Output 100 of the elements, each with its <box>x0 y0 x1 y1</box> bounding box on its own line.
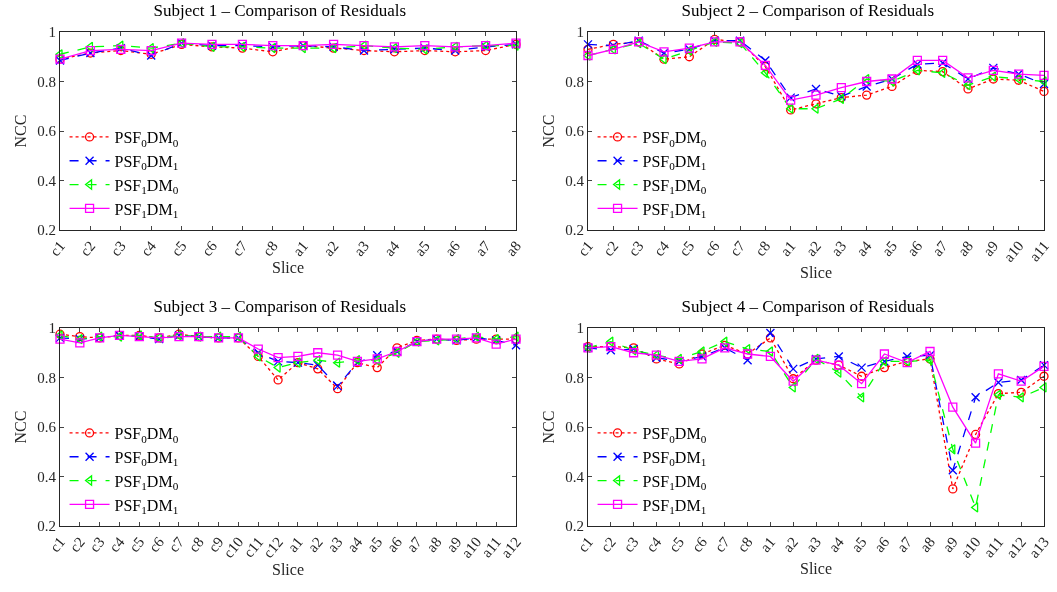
legend-label: PSF$_{0}$DM$_{0}$ <box>114 129 179 149</box>
x-tick-label: c4 <box>650 237 673 260</box>
x-tick-label: a6 <box>441 237 464 260</box>
x-tick-label: c6 <box>198 237 221 260</box>
x-axis-title: Slice <box>272 259 304 277</box>
x-tick-label: a3 <box>350 237 373 260</box>
x-tick-label: a8 <box>502 237 525 260</box>
x-tick-label: c7 <box>726 237 749 260</box>
y-tick-label: 0.2 <box>565 518 584 535</box>
y-tick-label: 0.6 <box>37 123 57 140</box>
x-tick-label: c7 <box>165 533 188 556</box>
x-tick-label: a6 <box>383 533 406 556</box>
x-tick-label: a2 <box>779 533 802 556</box>
x-tick-label: c1 <box>574 237 597 260</box>
legend-label: PSF$_{0}$DM$_{0}$ <box>642 425 707 445</box>
x-tick-label: a7 <box>472 237 494 260</box>
y-axis-title: NCC <box>12 114 30 148</box>
x-tick-label: a8 <box>954 237 977 260</box>
x-tick-label: a5 <box>848 533 870 556</box>
legend-label: PSF$_{1}$DM$_{1}$ <box>642 200 707 220</box>
x-tick-label: a4 <box>344 533 366 556</box>
legend-label: PSF$_{0}$DM$_{0}$ <box>642 129 707 149</box>
x-tick-label: c6 <box>688 533 711 556</box>
legend-label: PSF$_{0}$DM$_{1}$ <box>642 448 707 469</box>
legend-label: PSF$_{1}$DM$_{1}$ <box>114 496 179 516</box>
legend-label: PSF$_{1}$DM$_{1}$ <box>642 496 707 516</box>
y-tick-label: 1 <box>48 320 56 337</box>
x-tick-label: a6 <box>871 533 893 556</box>
legend-label: PSF$_{0}$DM$_{1}$ <box>114 152 179 173</box>
x-tick-label: c3 <box>107 237 129 260</box>
y-tick-label: 0.4 <box>37 172 57 189</box>
x-tick-label: a6 <box>904 237 926 260</box>
y-tick-label: 0.8 <box>37 369 56 386</box>
x-tick-label: a7 <box>893 533 916 556</box>
legend-label: PSF$_{1}$DM$_{0}$ <box>642 176 707 197</box>
legend-label: PSF$_{1}$DM$_{1}$ <box>114 200 179 220</box>
legend-label: PSF$_{0}$DM$_{0}$ <box>114 425 179 445</box>
x-tick-label: c5 <box>125 533 148 556</box>
x-tick-label: c2 <box>77 237 99 260</box>
x-tick-label: c2 <box>600 237 622 260</box>
x-tick-label: c2 <box>66 533 88 556</box>
x-tick-label: c3 <box>625 237 647 260</box>
x-tick-label: a9 <box>980 237 1002 260</box>
y-tick-label: 0.4 <box>565 468 585 485</box>
x-tick-label: c2 <box>597 533 619 556</box>
chart-title: Subject 1 – Comparison of Residuals <box>153 1 407 21</box>
x-tick-label: c5 <box>676 237 698 260</box>
x-tick-label: a7 <box>929 237 952 260</box>
y-tick-label: 1 <box>48 24 56 41</box>
x-tick-label: c9 <box>205 533 227 556</box>
y-tick-label: 0.2 <box>565 222 584 239</box>
x-tick-label: a2 <box>320 237 342 260</box>
y-tick-label: 0.8 <box>565 369 584 386</box>
x-tick-label: c6 <box>145 533 168 556</box>
chart-title: Subject 2 – Comparison of Residuals <box>681 1 935 21</box>
x-axis-title: Slice <box>800 559 832 577</box>
x-tick-label: c8 <box>259 237 281 260</box>
x-tick-label: c4 <box>106 533 128 556</box>
y-tick-label: 0.8 <box>37 73 56 90</box>
x-tick-label: c8 <box>185 533 207 556</box>
x-tick-label: a10 <box>1000 237 1027 265</box>
x-tick-label: c8 <box>734 533 756 556</box>
x-tick-label: c8 <box>752 237 774 260</box>
y-axis-title: NCC <box>12 410 30 444</box>
x-tick-label: a4 <box>381 237 403 260</box>
x-tick-label: c1 <box>574 533 597 556</box>
x-tick-label: a11 <box>1026 237 1053 265</box>
x-tick-label: a3 <box>324 533 346 556</box>
x-tick-label: a1 <box>757 533 779 556</box>
x-tick-label: c4 <box>137 237 160 260</box>
y-tick-label: 1 <box>576 320 584 337</box>
x-tick-label: c1 <box>46 533 69 556</box>
x-tick-label: c3 <box>86 533 108 556</box>
x-axis-title: Slice <box>272 560 304 578</box>
y-tick-label: 1 <box>576 24 584 41</box>
x-tick-label: c7 <box>229 237 251 260</box>
x-tick-label: c7 <box>711 533 734 556</box>
legend-label: PSF$_{0}$DM$_{1}$ <box>642 152 707 173</box>
y-tick-label: 0.8 <box>565 73 584 90</box>
x-tick-label: c5 <box>168 237 190 260</box>
x-tick-label: a1 <box>289 237 312 260</box>
x-tick-label: a5 <box>878 237 901 260</box>
x-tick-label: a4 <box>853 237 876 260</box>
legend-label: PSF$_{1}$DM$_{0}$ <box>114 176 179 197</box>
y-tick-label: 0.6 <box>565 419 585 436</box>
x-tick-label: a5 <box>363 533 386 556</box>
y-tick-label: 0.4 <box>37 468 57 485</box>
y-axis-title: NCC <box>540 114 558 148</box>
x-tick-label: a9 <box>443 533 465 556</box>
y-tick-label: 0.2 <box>37 222 56 239</box>
x-tick-label: a3 <box>828 237 850 260</box>
legend-label: PSF$_{1}$DM$_{0}$ <box>114 472 179 493</box>
x-tick-label: a1 <box>777 237 799 260</box>
x-tick-label: a7 <box>403 533 426 556</box>
x-tick-label: a2 <box>802 237 825 260</box>
x-tick-label: c6 <box>701 237 724 260</box>
x-tick-label: a8 <box>423 533 445 556</box>
y-tick-label: 0.4 <box>565 172 585 189</box>
x-tick-label: c4 <box>643 533 665 556</box>
chart-title: Subject 3 – Comparison of Residuals <box>153 297 407 317</box>
